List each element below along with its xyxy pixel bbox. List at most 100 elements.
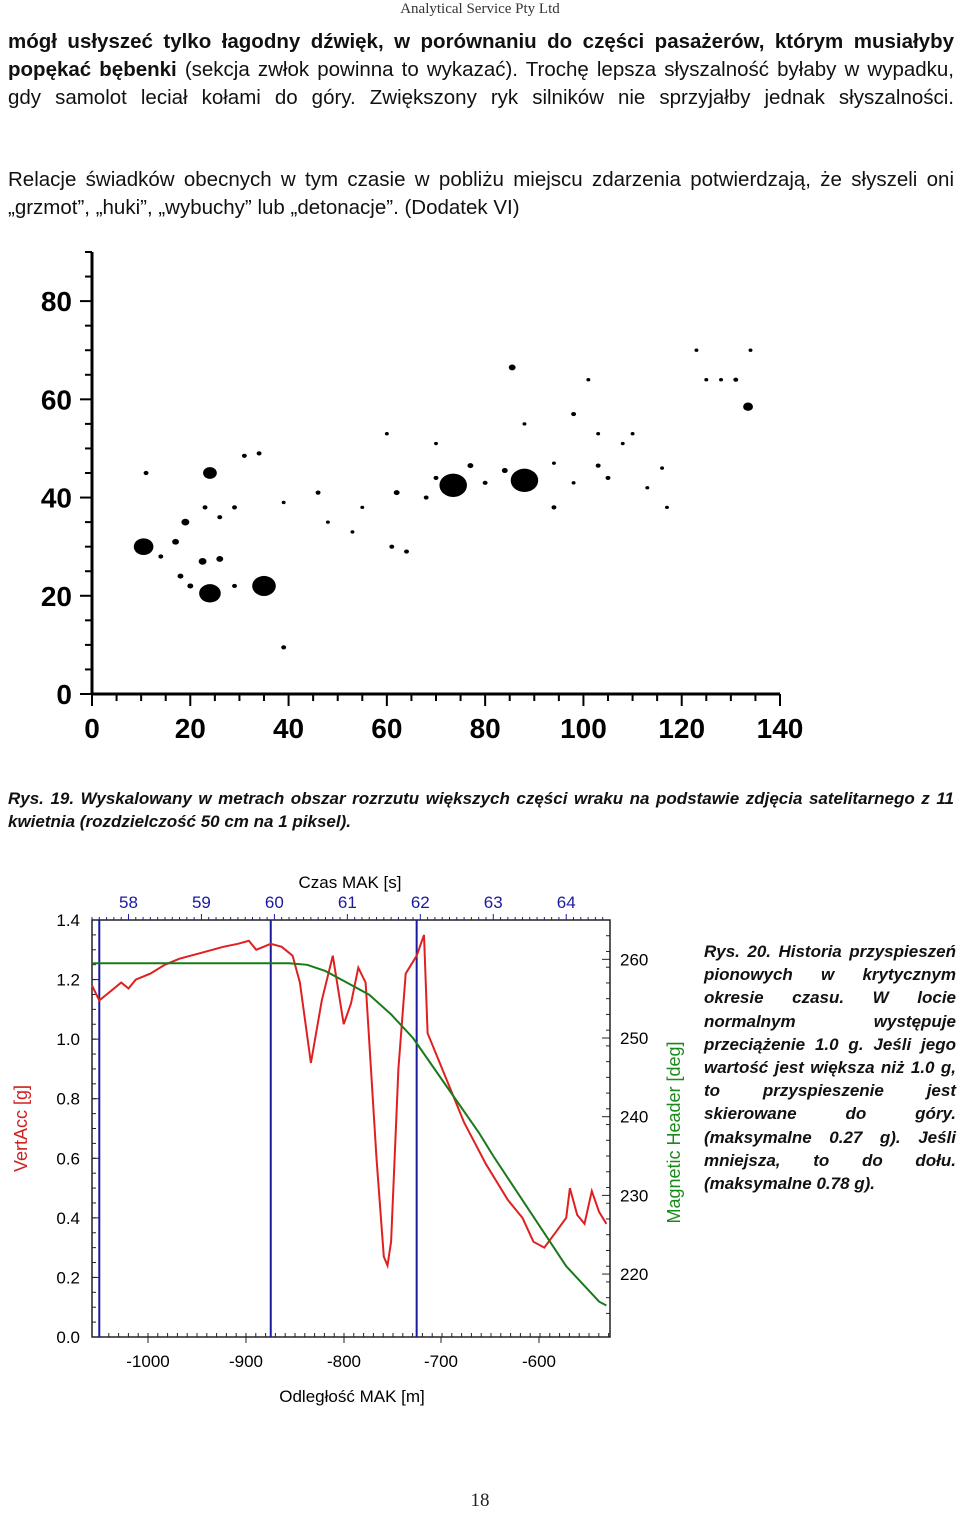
top-tick-label: 61 (338, 893, 357, 912)
debris-point (143, 470, 149, 476)
left-tick-label: 1.2 (56, 971, 80, 990)
paragraph-1-bold: mógł usłyszeć tylko łagodny dźwięk, w po… (8, 30, 954, 81)
debris-point (586, 378, 591, 382)
paragraph-1-rest: (sekcja zwłok powinna to wykazać). Troch… (8, 58, 954, 109)
debris-point (467, 463, 474, 469)
debris-point (384, 432, 389, 436)
debris-point (256, 451, 262, 456)
top-tick-label: 58 (119, 893, 138, 912)
debris-point (389, 544, 395, 549)
plot-frame (91, 919, 611, 1338)
debris-point (198, 558, 207, 565)
debris-point (203, 467, 217, 479)
debris-point (241, 453, 247, 458)
y-tick-label: 80 (41, 286, 72, 317)
paragraph-1: mógł usłyszeć tylko łagodny dźwięk, w po… (8, 28, 954, 112)
right-axis-title: Magnetic Header [deg] (664, 1041, 684, 1223)
debris-point (522, 422, 527, 426)
bottom-tick-label: -1000 (126, 1352, 169, 1371)
debris-point (133, 538, 154, 556)
debris-point (482, 480, 488, 485)
top-tick-label: 59 (192, 893, 211, 912)
vertacc-series-line (91, 934, 608, 1270)
debris-point (605, 475, 611, 480)
left-tick-label: 0.2 (56, 1268, 80, 1287)
debris-point (571, 481, 576, 485)
right-tick-label: 260 (620, 950, 648, 969)
debris-point (439, 473, 467, 497)
top-tick-label: 62 (411, 893, 430, 912)
debris-point (508, 364, 516, 371)
debris-point (181, 518, 190, 526)
bottom-axis-title: Odległość MAK [m] (279, 1387, 425, 1406)
debris-point (158, 554, 164, 559)
debris-point (596, 432, 601, 436)
top-axis-title: Czas MAK [s] (299, 873, 402, 892)
x-tick-label: 0 (84, 713, 100, 744)
debris-point (232, 583, 237, 589)
x-tick-label: 60 (371, 713, 402, 744)
debris-point (694, 348, 699, 352)
debris-point (281, 645, 287, 650)
debris-point (315, 490, 321, 495)
debris-point (423, 495, 429, 500)
debris-point (350, 530, 355, 534)
debris-point (665, 505, 669, 510)
heading-series-line (92, 962, 607, 1307)
x-tick-label: 120 (658, 713, 705, 744)
right-tick-label: 250 (620, 1029, 648, 1048)
left-axis-title: VertAcc [g] (11, 1085, 31, 1172)
debris-point (360, 505, 365, 510)
page-header: Analytical Service Pty Ltd (400, 1, 560, 17)
debris-point (433, 475, 439, 480)
debris-point (630, 432, 635, 436)
bottom-tick-label: -600 (522, 1352, 556, 1371)
debris-point (595, 463, 601, 468)
bottom-tick-label: -800 (327, 1352, 361, 1371)
left-tick-label: 0.6 (56, 1149, 80, 1168)
right-tick-label: 220 (620, 1265, 648, 1284)
debris-point (571, 411, 577, 417)
debris-point (232, 505, 237, 510)
y-tick-label: 40 (41, 483, 72, 514)
x-tick-label: 20 (175, 713, 206, 744)
debris-point (501, 468, 508, 474)
debris-point (748, 348, 753, 352)
debris-point (404, 549, 409, 554)
debris-point (620, 441, 625, 446)
wreck-scatter-chart: 0 20 40 60 80 100 120 140 0 20 40 60 80 (41, 251, 804, 744)
top-tick-label: 60 (265, 893, 284, 912)
x-tick-label: 140 (757, 713, 804, 744)
vertacc-heading-chart: Czas MAK [s] 58 59 60 61 62 63 64 0.0 0.2 0.4 0.6 0.… (11, 873, 684, 1406)
debris-point (551, 461, 556, 465)
bottom-tick-label: -700 (424, 1352, 458, 1371)
right-tick-label: 230 (620, 1186, 648, 1205)
top-tick-label: 63 (484, 893, 503, 912)
debris-point (172, 538, 179, 545)
debris-point (719, 378, 723, 382)
debris-point (187, 583, 194, 589)
debris-point (733, 377, 739, 382)
right-tick-label: 240 (620, 1108, 648, 1127)
debris-point (743, 402, 753, 411)
left-tick-label: 1.0 (56, 1030, 80, 1049)
y-tick-label: 20 (41, 581, 72, 612)
y-tick-label: 0 (56, 679, 72, 710)
left-tick-label: 0.8 (56, 1090, 80, 1109)
debris-point (325, 520, 330, 524)
page-number: 18 (470, 1490, 490, 1511)
debris-point (510, 468, 539, 493)
top-tick-label: 64 (557, 893, 576, 912)
x-tick-label: 100 (560, 713, 607, 744)
debris-point (216, 556, 224, 562)
left-tick-label: 1.4 (56, 911, 80, 930)
debris-point (281, 500, 286, 505)
figure-19-caption: Rys. 19. Wyskalowany w metrach obszar ro… (8, 789, 954, 831)
debris-point (393, 490, 400, 496)
debris-point (660, 466, 665, 470)
debris-point (199, 584, 221, 603)
debris-point (645, 486, 650, 490)
x-tick-label: 80 (470, 713, 501, 744)
debris-point (217, 515, 223, 520)
debris-point (704, 378, 709, 382)
